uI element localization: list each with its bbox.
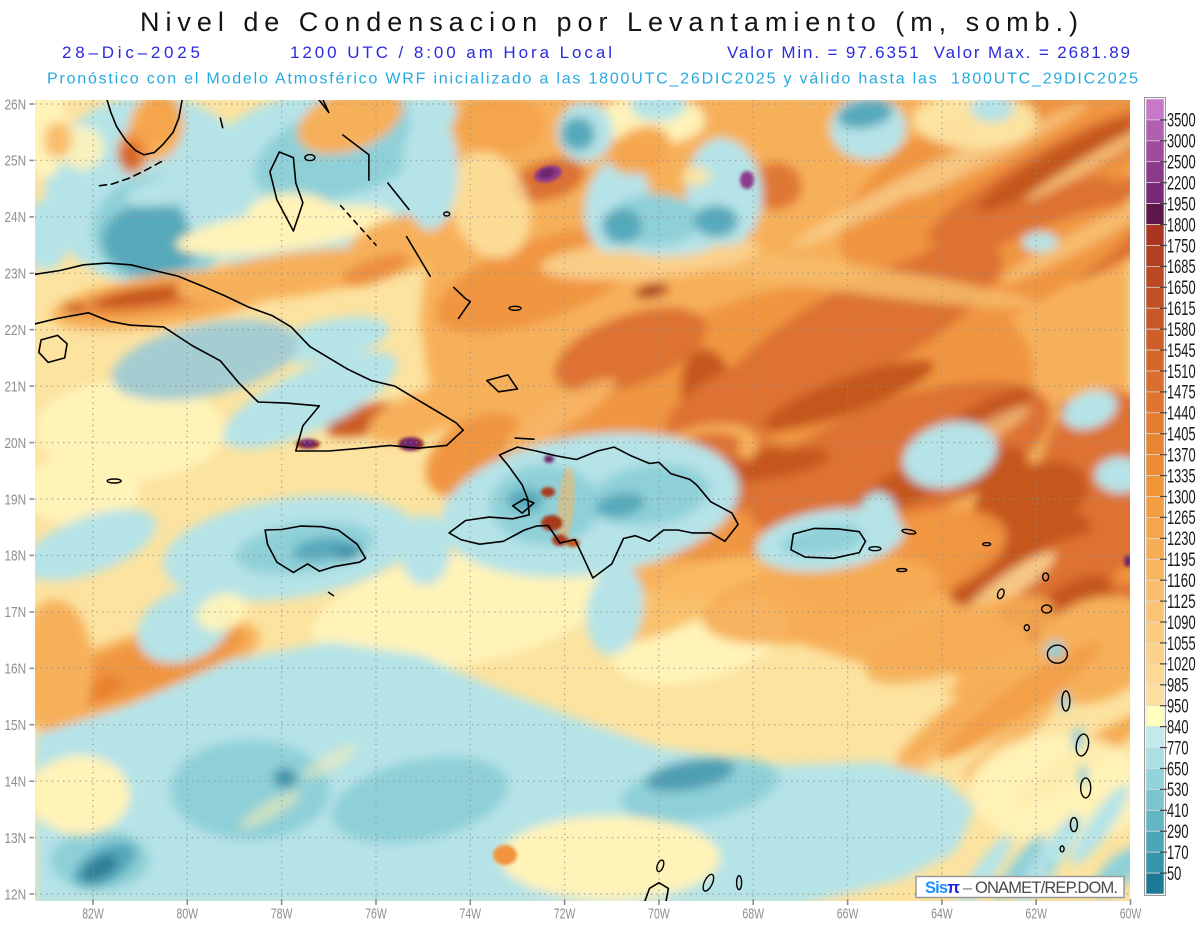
svg-text:1230: 1230 xyxy=(1167,529,1196,550)
svg-text:1800: 1800 xyxy=(1167,215,1196,236)
svg-text:1950: 1950 xyxy=(1167,194,1196,215)
svg-text:530: 530 xyxy=(1167,780,1189,801)
svg-text:3500: 3500 xyxy=(1167,111,1196,132)
svg-text:16N: 16N xyxy=(5,661,27,678)
svg-text:2500: 2500 xyxy=(1167,153,1196,174)
svg-text:17N: 17N xyxy=(5,604,27,621)
svg-text:950: 950 xyxy=(1167,697,1189,718)
svg-text:1090: 1090 xyxy=(1167,613,1196,634)
svg-text:1370: 1370 xyxy=(1167,445,1196,466)
svg-text:1650: 1650 xyxy=(1167,278,1196,299)
svg-text:1125: 1125 xyxy=(1167,592,1196,613)
svg-text:Valor Min. = 97.6351 Valor Ma: Valor Min. = 97.6351 Valor Max. = 2681.8… xyxy=(727,43,1130,62)
svg-text:3000: 3000 xyxy=(1167,132,1196,153)
svg-text:1335: 1335 xyxy=(1167,466,1196,487)
svg-text:28–Dic–2025: 28–Dic–2025 xyxy=(62,43,200,62)
svg-text:68W: 68W xyxy=(742,906,764,923)
svg-text:19N: 19N xyxy=(5,491,27,508)
svg-text:20N: 20N xyxy=(5,435,27,452)
svg-text:1200 UTC / 8:00 am Hora Local: 1200 UTC / 8:00 am Hora Local xyxy=(290,43,612,62)
svg-text:1195: 1195 xyxy=(1167,550,1196,571)
svg-text:82W: 82W xyxy=(82,906,104,923)
svg-text:14N: 14N xyxy=(5,774,27,791)
svg-text:290: 290 xyxy=(1167,822,1189,843)
svg-text:18N: 18N xyxy=(5,548,27,565)
svg-text:26N: 26N xyxy=(5,96,27,113)
svg-text:770: 770 xyxy=(1167,738,1189,759)
svg-text:840: 840 xyxy=(1167,717,1189,738)
svg-text:650: 650 xyxy=(1167,759,1189,780)
svg-text:Sisπ – ONAMET/REP.DOM.: Sisπ – ONAMET/REP.DOM. xyxy=(925,879,1118,897)
svg-text:1475: 1475 xyxy=(1167,383,1196,404)
svg-text:2200: 2200 xyxy=(1167,173,1196,194)
svg-text:1020: 1020 xyxy=(1167,655,1196,676)
svg-text:15N: 15N xyxy=(5,717,27,734)
svg-text:1615: 1615 xyxy=(1167,299,1196,320)
svg-text:985: 985 xyxy=(1167,676,1189,697)
svg-text:1160: 1160 xyxy=(1167,571,1196,592)
svg-text:410: 410 xyxy=(1167,801,1189,822)
svg-text:70W: 70W xyxy=(648,906,670,923)
svg-text:12N: 12N xyxy=(5,886,27,903)
svg-text:60W: 60W xyxy=(1120,906,1142,923)
svg-text:72W: 72W xyxy=(554,906,576,923)
svg-text:24N: 24N xyxy=(5,209,27,226)
svg-text:66W: 66W xyxy=(837,906,859,923)
svg-text:23N: 23N xyxy=(5,266,27,283)
svg-text:21N: 21N xyxy=(5,378,27,395)
svg-text:1405: 1405 xyxy=(1167,425,1196,446)
svg-text:74W: 74W xyxy=(460,906,482,923)
svg-text:170: 170 xyxy=(1167,843,1189,864)
svg-text:76W: 76W xyxy=(365,906,387,923)
svg-text:1750: 1750 xyxy=(1167,236,1196,257)
svg-text:1685: 1685 xyxy=(1167,257,1196,278)
svg-text:1510: 1510 xyxy=(1167,362,1196,383)
svg-text:1440: 1440 xyxy=(1167,404,1196,425)
svg-text:22N: 22N xyxy=(5,322,27,339)
svg-text:1300: 1300 xyxy=(1167,487,1196,508)
svg-text:25N: 25N xyxy=(5,153,27,170)
svg-text:50: 50 xyxy=(1167,864,1181,885)
svg-text:1265: 1265 xyxy=(1167,508,1196,529)
svg-text:62W: 62W xyxy=(1025,906,1047,923)
svg-text:1580: 1580 xyxy=(1167,320,1196,341)
svg-text:13N: 13N xyxy=(5,830,27,847)
svg-text:1055: 1055 xyxy=(1167,634,1196,655)
svg-text:64W: 64W xyxy=(931,906,953,923)
svg-text:1545: 1545 xyxy=(1167,341,1196,362)
svg-text:Pronóstico con el Modelo Atmos: Pronóstico con el Modelo Atmosférico WRF… xyxy=(47,71,1138,88)
svg-text:78W: 78W xyxy=(271,906,293,923)
svg-text:80W: 80W xyxy=(177,906,199,923)
